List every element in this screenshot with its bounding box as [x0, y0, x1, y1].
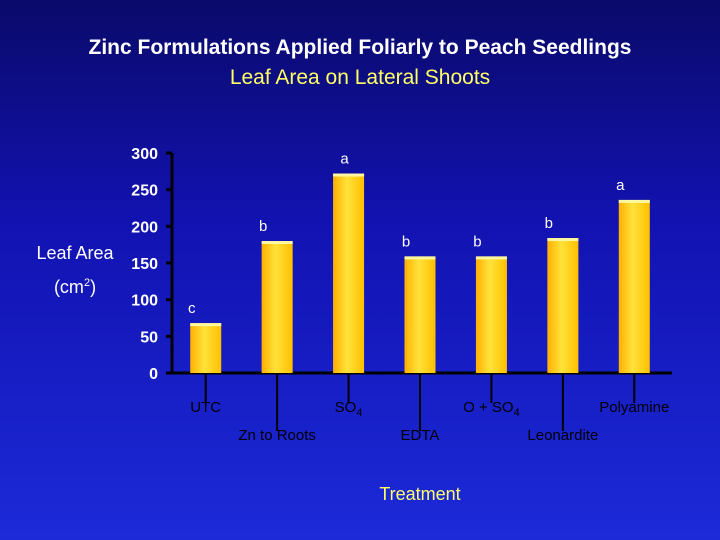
category-label-text: EDTA: [401, 427, 440, 444]
bar-top-highlight: [261, 241, 293, 244]
y-tick-label: 50: [140, 329, 158, 346]
category-label: EDTA: [401, 427, 440, 444]
bar-top-highlight: [190, 323, 222, 327]
x-axis-title: Treatment: [379, 484, 461, 504]
y-axis-label: Leaf Area (cm2): [30, 238, 120, 302]
bar: [190, 323, 222, 373]
category-label-subscript: 4: [514, 407, 520, 419]
category-label: Leonardite: [527, 427, 598, 444]
bar-top-highlight: [333, 173, 365, 177]
bar-top-highlight: [547, 238, 579, 242]
category-label: UTC: [190, 399, 221, 416]
category-label-text: Zn to Roots: [238, 427, 316, 444]
y-tick-label: 100: [131, 293, 158, 310]
significance-letter: b: [545, 215, 553, 232]
chart-title: Zinc Formulations Applied Foliarly to Pe…: [88, 36, 632, 59]
category-label: Polyamine: [599, 399, 669, 416]
y-tick-label: 0: [149, 366, 158, 383]
category-label-text: Polyamine: [599, 399, 669, 416]
category-label-text: Leonardite: [527, 427, 598, 444]
y-axis-unit-sup: 2: [83, 277, 91, 289]
category-label: O + SO4: [463, 399, 520, 419]
category-label: Zn to Roots: [238, 427, 316, 444]
bar-top-highlight: [404, 256, 436, 260]
y-tick-label: 250: [131, 183, 158, 200]
bar: [475, 256, 507, 373]
chart-subtitle: Leaf Area on Lateral Shoots: [229, 66, 491, 89]
bar-top-highlight: [618, 199, 650, 203]
y-axis-unit-close: ): [90, 277, 97, 297]
category-label-text: UTC: [190, 399, 221, 416]
category-label: SO4: [335, 399, 363, 419]
significance-letter: a: [616, 177, 625, 194]
bar: [261, 241, 293, 373]
y-tick-label: 200: [131, 219, 158, 236]
significance-letter: b: [259, 218, 267, 235]
y-axis-label-text: Leaf Area: [36, 243, 114, 263]
category-label-subscript: 4: [356, 407, 362, 419]
category-label-text: O + SO: [463, 399, 513, 416]
bar: [547, 238, 579, 373]
bar: [404, 256, 436, 373]
y-tick-label: 300: [131, 146, 158, 163]
category-label-text: SO: [335, 399, 357, 416]
bar-top-highlight: [475, 256, 507, 260]
significance-letter: c: [188, 300, 196, 317]
significance-letter: b: [473, 233, 481, 250]
significance-letter: b: [402, 233, 410, 250]
y-axis-unit-open: (cm: [53, 277, 84, 297]
y-tick-label: 150: [131, 256, 158, 273]
bar: [333, 173, 365, 373]
bar: [618, 199, 650, 373]
significance-letter: a: [340, 151, 349, 168]
y-axis-unit: (cm2): [30, 268, 120, 302]
